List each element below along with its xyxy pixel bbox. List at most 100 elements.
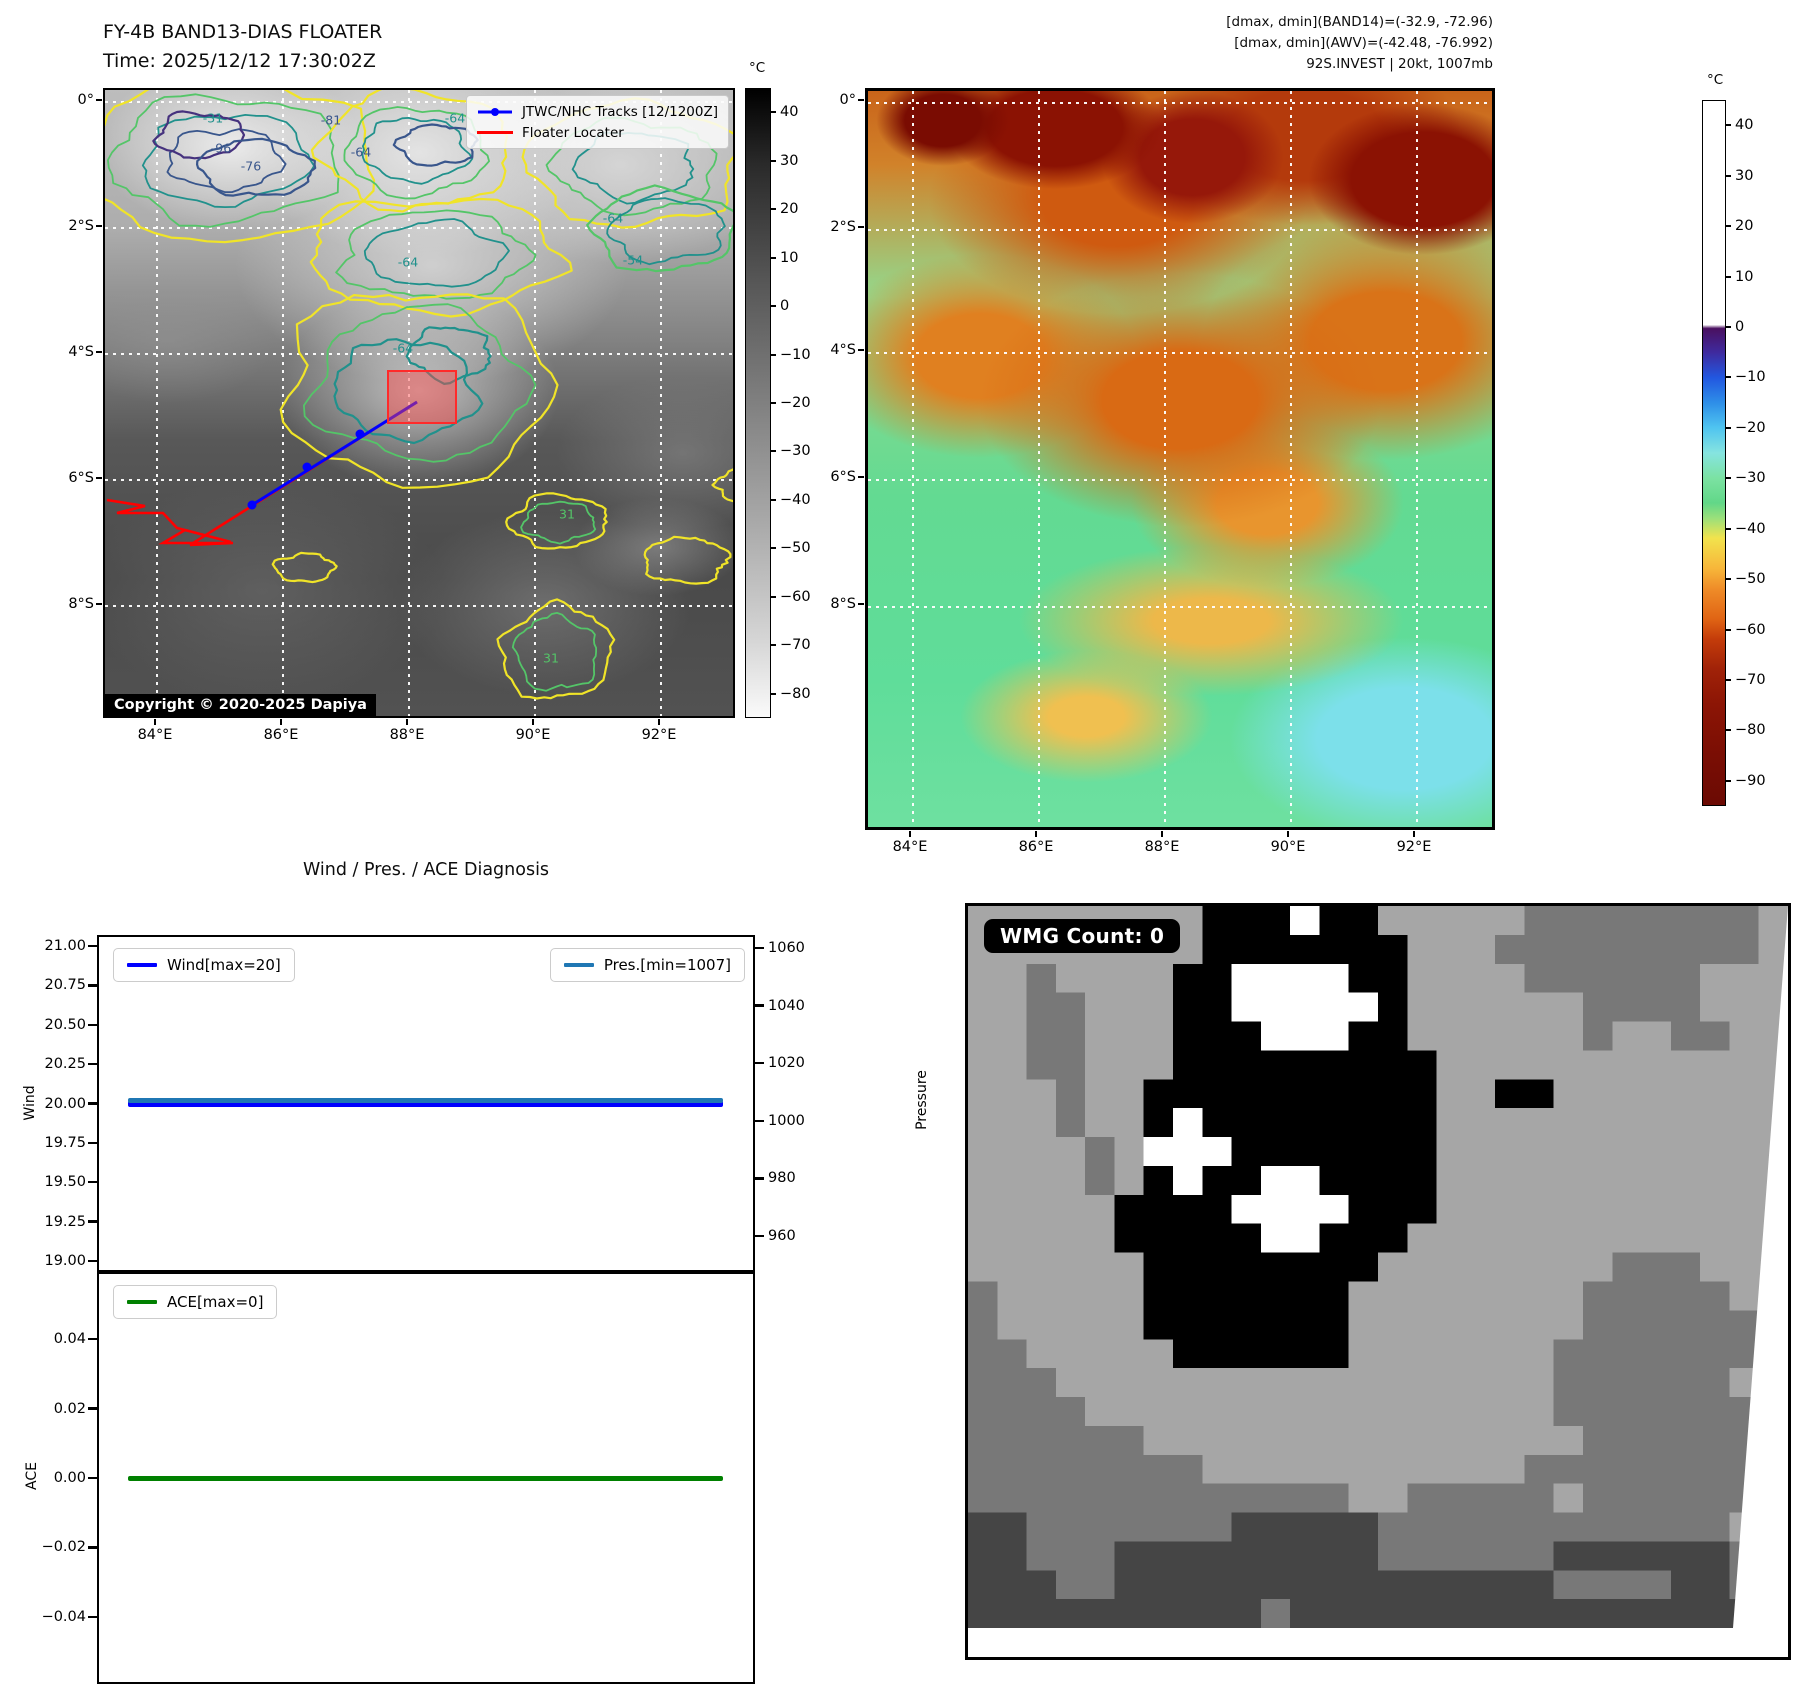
pres-line-swatch xyxy=(563,962,594,968)
awv-header-band14: [dmax, dmin](BAND14)=(-32.9, -72.96) xyxy=(1226,14,1493,30)
ace-tick-label: 0.04 xyxy=(53,1331,86,1348)
grid-line xyxy=(868,606,1492,608)
contour-label: -31 xyxy=(202,110,224,126)
lat-tick-label: 8°S xyxy=(830,596,856,612)
grid-line xyxy=(1038,91,1040,827)
ace-legend-label: ACE[max=0] xyxy=(167,1293,264,1311)
ace-tick-label: −0.02 xyxy=(41,1539,86,1556)
tick-mark xyxy=(88,1062,97,1066)
tick-mark xyxy=(88,1220,97,1223)
colorbar-tick-label: 30 xyxy=(780,152,799,169)
wind-tick-label: 19.75 xyxy=(44,1134,86,1151)
colorbar-tick-label: −10 xyxy=(1735,369,1766,386)
tick-mark xyxy=(1726,628,1731,631)
awv-colorbar-unit: °C xyxy=(1707,72,1724,88)
colorbar-tick-label: 10 xyxy=(780,249,799,266)
floater-locater-box xyxy=(387,370,457,424)
tick-mark xyxy=(88,1476,97,1480)
tick-mark xyxy=(1726,779,1731,782)
tick-mark xyxy=(1726,225,1731,228)
lat-tick-label: 6°S xyxy=(68,470,94,486)
grid-line xyxy=(1290,91,1292,827)
tick-mark xyxy=(1287,831,1289,837)
tick-mark xyxy=(96,351,102,353)
contour-label: -96 xyxy=(210,140,232,156)
colorbar-tick-label: −70 xyxy=(1735,671,1766,688)
lat-tick-label: 4°S xyxy=(830,342,856,358)
lat-tick-label: 0° xyxy=(77,92,94,108)
tick-mark xyxy=(771,111,776,114)
colorbar-tick-label: −50 xyxy=(780,540,811,557)
tick-mark xyxy=(771,595,776,598)
lon-tick-label: 92°E xyxy=(641,727,677,743)
jtwc-track-swatch xyxy=(477,107,512,116)
tick-mark xyxy=(755,1119,764,1123)
tick-mark xyxy=(1726,275,1731,278)
colorbar-tick-label: 30 xyxy=(1735,167,1754,184)
tick-mark xyxy=(771,256,776,259)
lat-tick-label: 2°S xyxy=(830,219,856,235)
ace-data-line xyxy=(128,1475,723,1481)
colorbar-tick-label: −80 xyxy=(780,685,811,702)
ace-tick-label: −0.04 xyxy=(41,1608,86,1625)
contour-label: 31 xyxy=(543,650,559,666)
lat-tick-label: 6°S xyxy=(830,469,856,485)
tick-mark xyxy=(88,1102,97,1105)
tick-mark xyxy=(771,450,776,453)
band13-colorbar-unit: °C xyxy=(749,60,766,76)
wind-tick-label: 20.50 xyxy=(44,1016,86,1033)
wind-tick-label: 19.00 xyxy=(44,1252,86,1269)
tick-mark xyxy=(88,1407,97,1410)
tick-mark xyxy=(1726,124,1731,127)
tick-mark xyxy=(755,1177,764,1180)
lon-tick-label: 92°E xyxy=(1396,839,1432,855)
lat-tick-label: 4°S xyxy=(68,344,94,360)
grid-line xyxy=(868,352,1492,354)
wind-tick-label: 19.25 xyxy=(44,1213,86,1230)
band13-map-legend: JTWC/NHC Tracks [12/1200Z] Floater Locat… xyxy=(465,95,729,149)
wind-tick-label: 20.00 xyxy=(44,1095,86,1112)
grid-line xyxy=(105,479,733,481)
colorbar-tick-label: 10 xyxy=(1735,268,1754,285)
tick-mark xyxy=(771,402,776,404)
contour-label: -64 xyxy=(350,144,372,160)
tick-mark xyxy=(909,831,911,837)
awv-header: [dmax, dmin](BAND14)=(-32.9, -72.96) [dm… xyxy=(900,12,1493,75)
contour-label: -64 xyxy=(392,340,414,356)
pres-data-line xyxy=(128,1098,723,1103)
ace-legend: ACE[max=0] xyxy=(113,1285,278,1319)
contour-label: -64 xyxy=(397,254,419,270)
colorbar-tick-label: −40 xyxy=(1735,520,1766,537)
grid-line xyxy=(105,227,733,229)
wind-legend: Wind[max=20] xyxy=(113,948,295,982)
grid-line xyxy=(868,229,1492,231)
wind-data-line xyxy=(128,1100,723,1107)
contour-label: -76 xyxy=(240,158,262,174)
tick-mark xyxy=(755,946,764,950)
grid-line xyxy=(1164,91,1166,827)
tick-mark xyxy=(755,1234,764,1238)
tick-mark xyxy=(1726,325,1731,328)
tick-mark xyxy=(771,547,776,550)
ace-tick-label: 0.00 xyxy=(53,1470,86,1486)
tick-mark xyxy=(1726,426,1731,429)
colorbar-tick-label: −40 xyxy=(780,491,811,508)
grid-line xyxy=(1416,91,1418,827)
tick-mark xyxy=(1726,174,1731,177)
lat-tick-label: 8°S xyxy=(68,596,94,612)
colorbar-tick-label: −60 xyxy=(1735,621,1766,638)
contour-label: -64 xyxy=(444,110,466,126)
band13-title: FY-4B BAND13-DIAS FLOATER xyxy=(103,21,383,43)
floater-swatch xyxy=(476,131,513,134)
lon-tick-label: 88°E xyxy=(1144,839,1180,855)
ace-chart xyxy=(97,1272,755,1684)
ace-axis-label: ACE xyxy=(24,1462,40,1490)
pres-legend-label: Pres.[min=1007] xyxy=(603,956,731,974)
contour-label: -54 xyxy=(622,252,644,268)
contour-label: -81 xyxy=(320,112,342,128)
tick-mark xyxy=(858,226,864,228)
tick-mark xyxy=(1726,578,1731,581)
tick-mark xyxy=(771,692,776,695)
wmg-pixel-image xyxy=(968,906,1788,1657)
ace-tick-label: 0.02 xyxy=(53,1400,86,1417)
